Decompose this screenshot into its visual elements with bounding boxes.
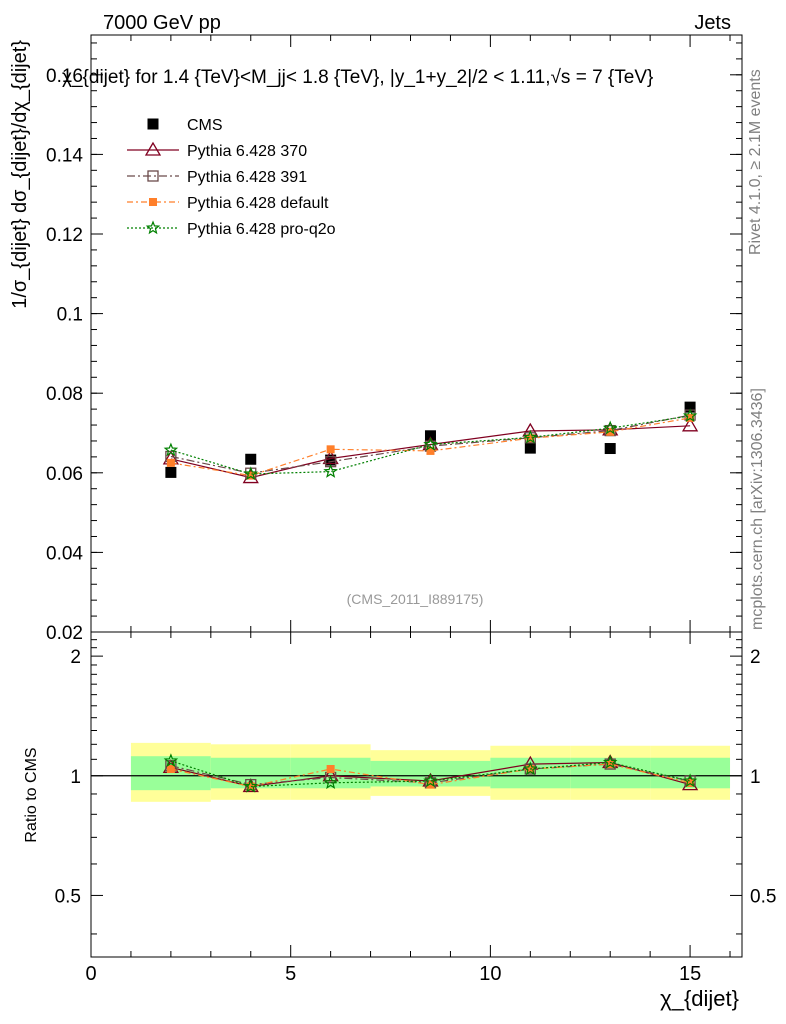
main-y-tick-label: 0.04 [46,543,83,564]
ratio-point [602,754,618,769]
legend-label: Pythia 6.428 391 [187,169,307,186]
ratio-series-line [170,760,691,788]
legend-label: Pythia 6.428 370 [187,143,307,160]
ratio-panel: 0.5 0.5 1 1 2 2 0 5 10 15 [55,631,776,985]
ratio-y-tick-label-right: 0.5 [750,886,776,907]
ratio-point [682,773,698,788]
ratio-point [163,753,179,768]
mcplots-label: mcplots.cern.ch [arXiv:1306.3436] [749,388,766,630]
ratio-frame [90,631,743,958]
ratio-y-tick-label-right: 1 [750,767,761,788]
cms-data-point [684,401,696,413]
ratio-point [426,780,435,789]
ratio-y-tick-label: 2 [70,647,81,668]
main-y-tick-label: 0.12 [46,225,83,246]
cms-data-point [165,466,177,478]
legend-label: CMS [187,117,223,134]
legend-label: Pythia 6.428 default [187,195,329,212]
ratio-point [423,773,438,788]
legend-marker [149,198,157,206]
legend-label: Pythia 6.428 pro-q2o [187,221,336,238]
main-y-tick-label: 0.02 [46,623,83,644]
x-tick-label: 10 [479,963,501,985]
legend-marker [145,220,161,235]
watermark: (CMS_2011_I889175) [347,591,484,607]
main-y-tick-label: 0.14 [46,145,83,166]
cms-data-point [245,453,257,465]
ratio-y-axis-label: Ratio to CMS [23,747,40,842]
mc-point [243,466,259,481]
rivet-label: Rivet 4.1.0, ≥ 2.1M events [747,69,764,255]
cms-data-point [424,430,436,442]
mc-point [602,420,618,435]
mc-point [323,463,338,478]
ratio-point [686,778,695,787]
mc-point [246,471,255,480]
legend-marker [147,170,159,182]
legend-marker [147,118,159,130]
main-y-tick-label: 0.16 [46,66,83,87]
mc-point [423,436,438,451]
mc-point [163,442,179,457]
ratio-point [322,767,339,782]
ratio-point [523,761,538,776]
legend-marker [144,141,162,156]
mc-point [526,434,535,443]
mc-point [426,446,435,455]
main-panel: 0.02 0.04 0.06 0.08 0.1 0.12 0.14 0.16 [46,34,743,644]
header-left: 7000 GeV pp [103,12,221,34]
ratio-point [326,765,335,774]
ratio-y-tick-label: 1 [70,767,81,788]
mc-point [606,427,615,436]
header-right: Jets [694,12,731,34]
ratio-point [246,782,255,791]
mc-point [682,408,698,423]
ratio-point [606,760,615,769]
cms-data-point [604,443,616,455]
ratio-point [323,775,338,790]
plot-title: χ_{dijet} for 1.4 {TeV}<M_jj< 1.8 {TeV},… [62,67,653,88]
ratio-y-tick-label-right: 2 [750,647,761,668]
ratio-point [166,765,175,774]
x-tick-label: 5 [285,963,296,985]
x-axis-label: χ_{dijet} [660,986,739,1011]
mc-point [326,445,335,454]
main-y-tick-label: 0.1 [57,305,83,326]
cms-data-point [325,454,337,466]
x-tick-label: 15 [679,963,701,985]
main-y-tick-label: 0.08 [46,384,83,405]
cms-data-point [524,442,536,454]
legend: CMS Pythia 6.428 370 Pythia 6.428 391 Pythi… [127,117,336,238]
ratio-y-tick-label: 0.5 [55,886,81,907]
main-y-tick-label: 0.06 [46,464,83,485]
mc-point [322,450,339,465]
ratio-point [243,778,259,793]
mc-point [166,458,175,467]
main-y-axis-label: 1/σ_{dijet} dσ_{dijet}/dχ_{dijet} [9,40,31,309]
mc-point [681,417,699,432]
x-tick-label: 0 [85,963,96,985]
mc-point [523,429,538,444]
